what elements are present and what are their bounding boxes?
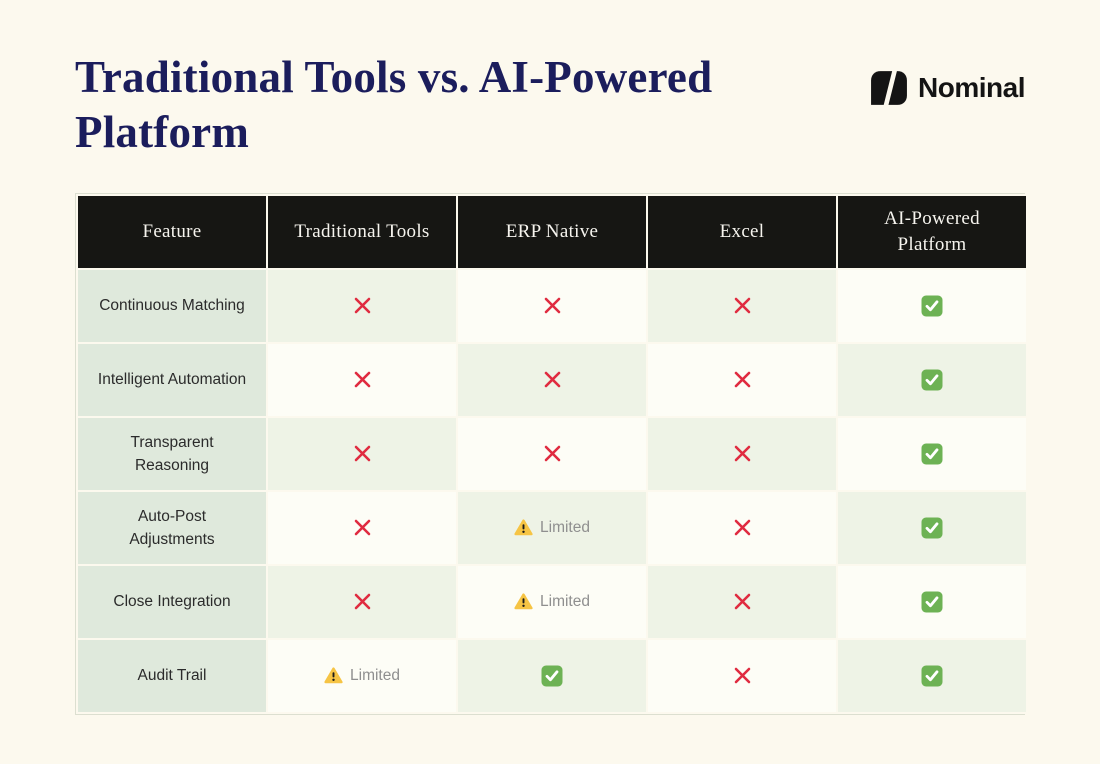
feature-cell: Auto-Post Adjustments — [76, 489, 268, 566]
value-cell-no — [266, 489, 458, 566]
cross-icon — [732, 517, 753, 538]
table-row-intelligent-automation: Intelligent Automation — [76, 341, 1028, 418]
value-cell-no — [646, 563, 838, 640]
brand-name: Nominal — [918, 72, 1025, 103]
value-cell-no — [266, 563, 458, 640]
cross-icon — [732, 665, 753, 686]
limited-indicator: Limited — [514, 593, 590, 611]
comparison-table: Feature Traditional Tools ERP Native Excel A… — [75, 192, 1028, 715]
value-cell-no — [266, 415, 458, 492]
limited-indicator: Limited — [324, 667, 400, 685]
nominal-logo-icon — [870, 70, 908, 106]
check-icon — [921, 591, 943, 613]
cross-icon — [732, 591, 753, 612]
check-icon — [921, 665, 943, 687]
limited-label: Limited — [540, 518, 590, 536]
value-cell-no — [266, 341, 458, 418]
warning-icon — [514, 593, 533, 610]
cross-icon — [352, 591, 373, 612]
value-cell-yes — [836, 341, 1028, 418]
value-cell-yes — [836, 267, 1028, 344]
value-cell-no — [266, 267, 458, 344]
column-header-excel: Excel — [646, 193, 838, 270]
table-row-close-integration: Close Integration Limited — [76, 563, 1028, 640]
value-cell-yes — [836, 637, 1028, 714]
cross-icon — [352, 517, 373, 538]
value-cell-no — [646, 637, 838, 714]
warning-icon — [514, 519, 533, 536]
value-cell-no — [456, 341, 648, 418]
check-icon — [921, 369, 943, 391]
cross-icon — [542, 295, 563, 316]
warning-icon — [324, 667, 343, 684]
value-cell-no — [646, 341, 838, 418]
check-icon — [921, 295, 943, 317]
value-cell-yes — [456, 637, 648, 714]
value-cell-no — [646, 415, 838, 492]
page: Traditional Tools vs. AI-Powered Platfor… — [75, 50, 1028, 715]
brand-logo: Nominal — [870, 70, 1025, 106]
feature-cell: Continuous Matching — [76, 267, 268, 344]
table-row-transparent-reasoning: Transparent Reasoning — [76, 415, 1028, 492]
value-cell-yes — [836, 489, 1028, 566]
value-cell-limited: Limited — [266, 637, 458, 714]
value-cell-yes — [836, 415, 1028, 492]
cross-icon — [732, 295, 753, 316]
value-cell-limited: Limited — [456, 563, 648, 640]
cross-icon — [732, 443, 753, 464]
value-cell-yes — [836, 563, 1028, 640]
limited-label: Limited — [540, 592, 590, 610]
value-cell-no — [456, 415, 648, 492]
cross-icon — [542, 369, 563, 390]
check-icon — [921, 443, 943, 465]
limited-label: Limited — [350, 666, 400, 684]
feature-cell: Close Integration — [76, 563, 268, 640]
value-cell-limited: Limited — [456, 489, 648, 566]
column-header-erp-native: ERP Native — [456, 193, 648, 270]
page-header: Traditional Tools vs. AI-Powered Platfor… — [75, 50, 1025, 160]
page-title: Traditional Tools vs. AI-Powered Platfor… — [75, 52, 713, 157]
feature-cell: Transparent Reasoning — [76, 415, 268, 492]
feature-cell: Audit Trail — [76, 637, 268, 714]
cross-icon — [352, 295, 373, 316]
cross-icon — [732, 369, 753, 390]
value-cell-no — [646, 267, 838, 344]
feature-cell: Intelligent Automation — [76, 341, 268, 418]
check-icon — [541, 665, 563, 687]
cross-icon — [542, 443, 563, 464]
table-header-row: Feature Traditional Tools ERP Native Excel A… — [76, 193, 1028, 270]
cross-icon — [352, 369, 373, 390]
limited-indicator: Limited — [514, 519, 590, 537]
table-row-continuous-matching: Continuous Matching — [76, 267, 1028, 344]
column-header-feature: Feature — [76, 193, 268, 270]
value-cell-no — [456, 267, 648, 344]
table-row-audit-trail: Audit Trail Limited — [76, 637, 1028, 714]
table-row-auto-post-adjustments: Auto-Post Adjustments Limited — [76, 489, 1028, 566]
value-cell-no — [646, 489, 838, 566]
column-header-traditional-tools: Traditional Tools — [266, 193, 458, 270]
cross-icon — [352, 443, 373, 464]
column-header-ai-powered-platform: AI-Powered Platform — [836, 193, 1028, 270]
check-icon — [921, 517, 943, 539]
